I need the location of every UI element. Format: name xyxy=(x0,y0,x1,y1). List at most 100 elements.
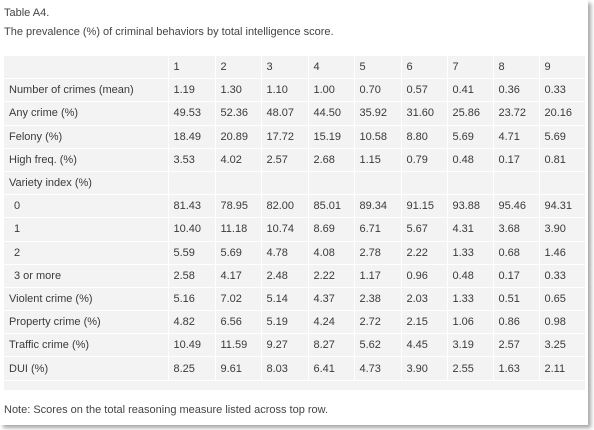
table-cell: 1.30 xyxy=(215,78,262,103)
table-cell xyxy=(447,171,494,196)
table-cell: 0.33 xyxy=(539,264,586,288)
table-cell: 2.68 xyxy=(308,148,355,172)
table-cell: 0.70 xyxy=(354,78,402,103)
table-cell: 2.48 xyxy=(261,264,309,288)
table-cell: 1.06 xyxy=(447,310,494,335)
table-cell: 0.17 xyxy=(493,264,540,288)
table-cell: 1.17 xyxy=(354,264,402,288)
table-cell: 8.25 xyxy=(168,356,216,381)
table-cell: 10.58 xyxy=(354,125,402,149)
table-cell: 78.95 xyxy=(215,194,262,219)
table-cell xyxy=(308,171,355,196)
table-cell: 35.92 xyxy=(354,101,402,126)
table-cell: 2.78 xyxy=(354,241,402,265)
table-cell: 85.01 xyxy=(308,194,355,219)
table-cell: 4.71 xyxy=(493,125,540,149)
table-cell: 3.90 xyxy=(539,217,586,242)
table-cell: 11.59 xyxy=(215,333,262,358)
table-cell: 0.48 xyxy=(447,264,494,288)
table-row: 2 5.59 5.69 4.78 4.08 2.78 2.22 1.33 0.68 1.46 xyxy=(4,241,586,265)
table-cell: 1.63 xyxy=(493,356,540,381)
table-row: Any crime (%) 49.53 52.36 48.07 44.50 35.92 31… xyxy=(4,101,586,126)
table-cell: 82.00 xyxy=(261,194,309,219)
table-cell: 95.46 xyxy=(493,194,540,219)
row-label: Property crime (%) xyxy=(4,310,169,335)
table-cell xyxy=(168,171,216,196)
table-cell: 3.25 xyxy=(539,333,586,358)
table-body: 1 2 3 4 5 6 7 8 9 Number of crimes (mean) 1.19 1.30… xyxy=(4,56,586,381)
header-cell-score-5: 5 xyxy=(354,56,402,80)
header-cell-score-6: 6 xyxy=(401,56,448,80)
table-cell: 20.89 xyxy=(215,125,262,149)
table-cell: 5.69 xyxy=(539,125,586,149)
table-cell: 2.11 xyxy=(539,356,586,381)
header-cell-score-7: 7 xyxy=(447,56,494,80)
table-cell: 5.14 xyxy=(261,287,309,312)
table-cell: 2.58 xyxy=(168,264,216,288)
table-cell: 0.68 xyxy=(493,241,540,265)
row-label: Number of crimes (mean) xyxy=(4,78,169,103)
row-label: Felony (%) xyxy=(4,125,169,149)
table-cell: 9.27 xyxy=(261,333,309,358)
table-cell xyxy=(354,171,402,196)
row-label: High freq. (%) xyxy=(4,148,169,172)
table-cell: 1.46 xyxy=(539,241,586,265)
table-cell xyxy=(539,171,586,196)
table-cell: 3.90 xyxy=(401,356,448,381)
row-label: DUI (%) xyxy=(4,356,169,381)
document-frame: Table A4. The prevalence (%) of criminal… xyxy=(4,7,586,416)
table-cell: 8.27 xyxy=(308,333,355,358)
table-row: 0 81.43 78.95 82.00 85.01 89.34 91.15 93.88 95.4… xyxy=(4,194,586,219)
table-cell: 2.22 xyxy=(401,241,448,265)
row-label: Violent crime (%) xyxy=(4,287,169,312)
table-cell: 4.08 xyxy=(308,241,355,265)
table-cell: 7.02 xyxy=(215,287,262,312)
table-row: DUI (%) 8.25 9.61 8.03 6.41 4.73 3.90 2.55 1.63 2… xyxy=(4,356,586,381)
table-cell: 8.80 xyxy=(401,125,448,149)
table-cell: 1.33 xyxy=(447,287,494,312)
table-cell: 4.82 xyxy=(168,310,216,335)
table-row: High freq. (%) 3.53 4.02 2.57 2.68 1.15 0.79 0.… xyxy=(4,148,586,172)
header-cell-score-3: 3 xyxy=(261,56,309,80)
table-row: Property crime (%) 4.82 6.56 5.19 4.24 2.72 2.… xyxy=(4,310,586,335)
table-cell: 3.19 xyxy=(447,333,494,358)
table-cell: 1.15 xyxy=(354,148,402,172)
table-cell: 3.53 xyxy=(168,148,216,172)
table-cell: 1.33 xyxy=(447,241,494,265)
table-cell: 5.67 xyxy=(401,217,448,242)
header-cell-score-4: 4 xyxy=(308,56,355,80)
data-table-container: 1 2 3 4 5 6 7 8 9 Number of crimes (mean) 1.19 1.30… xyxy=(4,56,586,390)
row-label: Any crime (%) xyxy=(4,101,169,126)
table-label: Table A4. xyxy=(4,7,50,19)
table-cell: 5.69 xyxy=(215,241,262,265)
table-cell: 5.16 xyxy=(168,287,216,312)
row-label: 1 xyxy=(4,217,169,242)
table-cell: 1.10 xyxy=(261,78,309,103)
table-cell xyxy=(493,171,540,196)
table-cell: 0.36 xyxy=(493,78,540,103)
table-cell: 0.86 xyxy=(493,310,540,335)
table-cell: 15.19 xyxy=(308,125,355,149)
table-cell: 2.55 xyxy=(447,356,494,381)
table-row: 1 10.40 11.18 10.74 8.69 6.71 5.67 4.31 3.68 3.90 xyxy=(4,217,586,242)
table-cell: 0.51 xyxy=(493,287,540,312)
table-cell: 0.65 xyxy=(539,287,586,312)
table-row: 3 or more 2.58 4.17 2.48 2.22 1.17 0.96 0.48 0.1… xyxy=(4,264,586,288)
table-cell: 6.71 xyxy=(354,217,402,242)
table-cell: 5.59 xyxy=(168,241,216,265)
table-cell: 5.62 xyxy=(354,333,402,358)
row-label: 3 or more xyxy=(4,264,169,288)
table-cell: 5.19 xyxy=(261,310,309,335)
table-cell: 3.68 xyxy=(493,217,540,242)
table-row: Felony (%) 18.49 20.89 17.72 15.19 10.58 8.80 5… xyxy=(4,125,586,149)
table-cell: 6.41 xyxy=(308,356,355,381)
table-cell: 4.31 xyxy=(447,217,494,242)
table-cell: 10.74 xyxy=(261,217,309,242)
table-cell: 2.22 xyxy=(308,264,355,288)
table-cell: 31.60 xyxy=(401,101,448,126)
table-cell: 2.57 xyxy=(493,333,540,358)
table-cell: 0.79 xyxy=(401,148,448,172)
header-cell-score-8: 8 xyxy=(493,56,540,80)
table-cell: 0.17 xyxy=(493,148,540,172)
table-cell: 6.56 xyxy=(215,310,262,335)
